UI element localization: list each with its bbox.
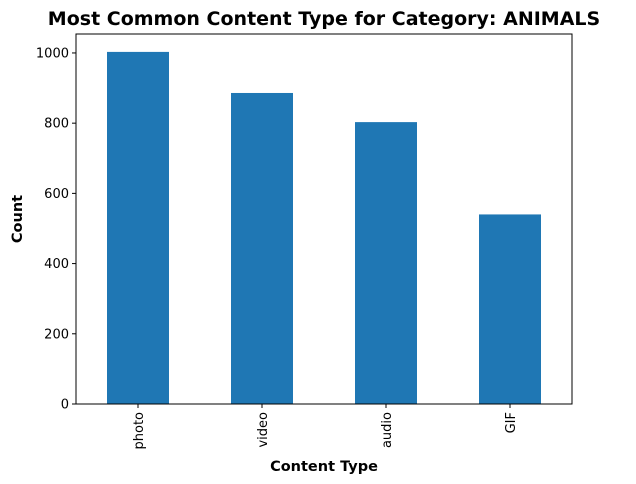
bars-group [107,51,541,405]
x-tick-label: video [256,412,271,448]
y-tick-label: 0 [61,398,69,413]
y-axis-label: Count [10,195,26,243]
x-tick-label: photo [132,412,147,450]
y-axis: 0 200 400 600 800 1000 [36,46,76,413]
x-tick-label: GIF [504,412,519,433]
plot-frame [75,33,573,405]
x-axis: photo video audio GIF [132,404,519,450]
bar-audio [355,122,417,405]
y-tick-label: 800 [44,117,69,132]
x-tick-label: audio [380,412,395,448]
y-tick-label: 400 [44,257,69,272]
bar-photo [107,51,169,404]
bar-video [231,92,293,404]
y-tick-label: 200 [44,327,69,342]
chart-title: Most Common Content Type for Category: A… [48,8,600,30]
x-axis-label: Content Type [270,459,378,475]
y-tick-label: 1000 [36,46,69,61]
bar-gif [479,214,541,404]
y-tick-label: 600 [44,187,69,202]
